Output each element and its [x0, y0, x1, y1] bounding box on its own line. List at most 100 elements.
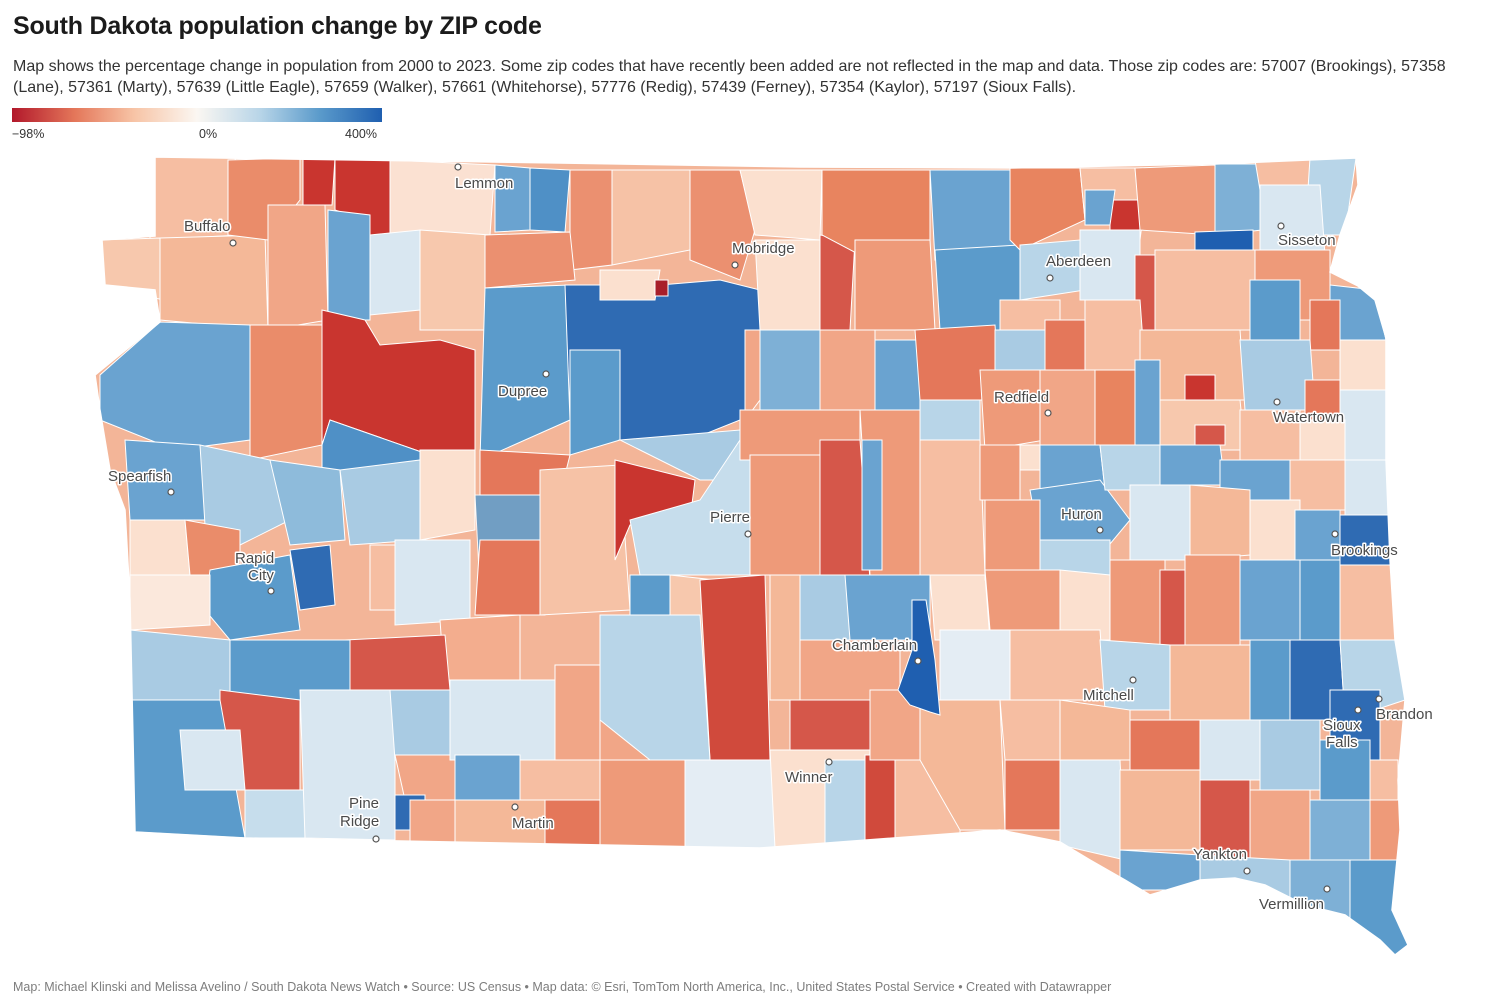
zip-code-area[interactable] — [1084, 189, 1116, 226]
zip-code-area[interactable] — [1344, 459, 1391, 521]
zip-code-area[interactable] — [1249, 789, 1311, 861]
zip-code-area[interactable] — [569, 349, 621, 456]
city-winner[interactable]: Winner — [784, 758, 834, 788]
city-pierre[interactable]: Pierre — [709, 508, 752, 538]
zip-code-area[interactable] — [979, 444, 1021, 501]
zip-code-area[interactable] — [1094, 369, 1141, 451]
zip-code-area[interactable] — [789, 699, 871, 751]
zip-code-area[interactable] — [269, 459, 346, 546]
zip-code-area[interactable] — [454, 754, 521, 801]
zip-code-area[interactable] — [244, 789, 306, 839]
zip-code-area[interactable] — [302, 157, 336, 206]
zip-code-area[interactable] — [1109, 559, 1166, 651]
zip-code-area[interactable] — [1059, 699, 1131, 761]
zip-code-area[interactable] — [249, 324, 326, 461]
city-redfield[interactable]: Redfield — [993, 388, 1052, 417]
zip-code-area[interactable] — [1259, 719, 1321, 791]
zip-code-area[interactable] — [979, 369, 1046, 451]
zip-code-area[interactable] — [1309, 299, 1341, 351]
city-brandon[interactable]: Brandon — [1375, 695, 1434, 725]
zip-code-area[interactable] — [1184, 554, 1241, 646]
city-mobridge[interactable]: Mobridge — [731, 239, 796, 269]
zip-code-area[interactable] — [199, 444, 291, 546]
zip-code-area[interactable] — [749, 454, 831, 576]
zip-code-area[interactable] — [1099, 444, 1161, 491]
city-huron[interactable]: Huron — [1060, 505, 1104, 534]
zip-code-area[interactable] — [529, 167, 571, 233]
zip-code-area[interactable] — [689, 169, 756, 281]
city-sioux-falls[interactable]: Sioux Falls — [1322, 706, 1363, 753]
zip-code-area[interactable] — [1249, 499, 1301, 561]
zip-code-area[interactable] — [1039, 369, 1101, 446]
zip-code-area[interactable] — [611, 169, 691, 266]
zip-code-area[interactable] — [1129, 484, 1191, 561]
zip-code-area[interactable] — [299, 689, 396, 841]
zip-code-area[interactable] — [654, 279, 669, 297]
zip-code-area[interactable] — [1044, 319, 1086, 371]
zip-code-area[interactable] — [984, 499, 1041, 581]
zip-code-area[interactable] — [1019, 239, 1086, 301]
zip-code-area[interactable] — [1169, 644, 1251, 721]
zip-code-area[interactable] — [129, 574, 211, 631]
zip-code-area[interactable] — [769, 574, 801, 701]
zip-code-area[interactable] — [744, 329, 761, 422]
zip-code-area[interactable] — [344, 634, 451, 691]
city-watertown[interactable]: Watertown — [1272, 398, 1346, 428]
zip-code-area[interactable] — [369, 544, 396, 611]
zip-code-area[interactable] — [897, 599, 941, 716]
zip-code-area[interactable] — [599, 759, 686, 849]
zip-code-area[interactable] — [1199, 719, 1261, 781]
zip-code-area[interactable] — [919, 699, 1006, 831]
zip-code-area[interactable] — [599, 614, 711, 761]
zip-code-area[interactable] — [409, 799, 461, 846]
zip-code-area[interactable] — [369, 229, 421, 316]
zip-code-area[interactable] — [519, 759, 601, 801]
zip-code-area[interactable] — [1159, 569, 1186, 651]
zip-code-area[interactable] — [1134, 359, 1161, 451]
city-aberdeen[interactable]: Aberdeen — [1045, 252, 1113, 282]
zip-code-area[interactable] — [267, 204, 329, 331]
zip-code-area[interactable] — [1009, 167, 1086, 251]
zip-code-area[interactable] — [339, 459, 421, 546]
zip-code-area[interactable] — [289, 544, 336, 611]
city-dupree[interactable]: Dupree — [497, 370, 550, 402]
zip-code-area[interactable] — [599, 269, 661, 301]
zip-code-area[interactable] — [1339, 564, 1396, 641]
zip-code-area[interactable] — [1159, 444, 1226, 486]
zip-code-area[interactable] — [1134, 164, 1216, 236]
city-vermillion[interactable]: Vermillion — [1258, 885, 1331, 915]
zip-code-area[interactable] — [1214, 163, 1263, 236]
zip-code-area[interactable] — [1349, 859, 1410, 960]
zip-code-area[interactable] — [919, 439, 986, 576]
zip-code-area[interactable] — [129, 629, 231, 701]
city-spearfish[interactable]: Spearfish — [107, 467, 175, 496]
city-buffalo[interactable]: Buffalo — [183, 217, 237, 247]
zip-code-area[interactable] — [984, 569, 1061, 631]
zip-code-area[interactable] — [1154, 249, 1256, 331]
zip-code-area[interactable] — [419, 229, 491, 331]
zip-code-area[interactable] — [1194, 424, 1226, 446]
city-chamberlain[interactable]: Chamberlain — [831, 636, 922, 665]
city-pine-ridge[interactable]: Pine Ridge — [339, 794, 381, 843]
zip-code-area[interactable] — [449, 679, 561, 761]
zip-code-area[interactable] — [1299, 559, 1341, 641]
zip-code-area[interactable] — [1189, 484, 1251, 561]
zip-code-area[interactable] — [394, 539, 471, 626]
map-area[interactable]: Lemmon Buffalo Mobridge Aberdeen Sisseto… — [0, 150, 1500, 970]
zip-code-area[interactable] — [394, 754, 456, 801]
city-rapid-city[interactable]: Rapid City — [234, 549, 276, 595]
zip-code-area[interactable] — [179, 729, 246, 791]
city-mitchell[interactable]: Mitchell — [1082, 676, 1137, 706]
zip-code-area[interactable] — [819, 329, 876, 411]
zip-code-area[interactable] — [389, 159, 496, 241]
zip-code-area[interactable] — [419, 449, 476, 541]
zip-code-area[interactable] — [484, 231, 576, 289]
city-sisseton[interactable]: Sisseton — [1277, 222, 1337, 251]
zip-code-area[interactable] — [854, 239, 936, 331]
zip-code-area[interactable] — [1119, 769, 1201, 851]
zip-code-area[interactable] — [569, 169, 613, 271]
zip-code-area[interactable] — [699, 574, 771, 761]
zip-code-area[interactable] — [439, 614, 521, 691]
city-yankton[interactable]: Yankton — [1192, 845, 1251, 875]
zip-code-area[interactable] — [1239, 559, 1301, 641]
